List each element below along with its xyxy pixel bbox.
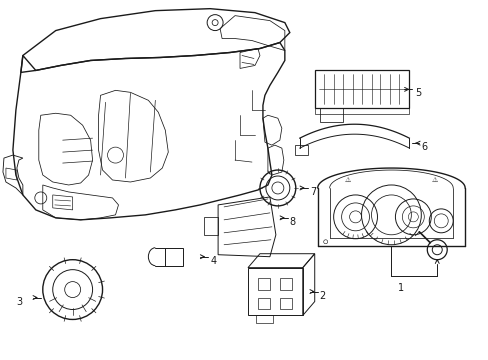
- Text: 4: 4: [210, 256, 216, 266]
- Text: 7: 7: [309, 187, 315, 197]
- Text: ⚠: ⚠: [431, 177, 437, 183]
- Text: ⚠: ⚠: [344, 177, 350, 183]
- Text: 3: 3: [17, 297, 23, 306]
- Text: 2: 2: [319, 291, 325, 301]
- Text: 1: 1: [398, 283, 404, 293]
- Text: 5: 5: [414, 88, 421, 98]
- Text: 6: 6: [421, 142, 427, 152]
- Text: 8: 8: [289, 217, 295, 227]
